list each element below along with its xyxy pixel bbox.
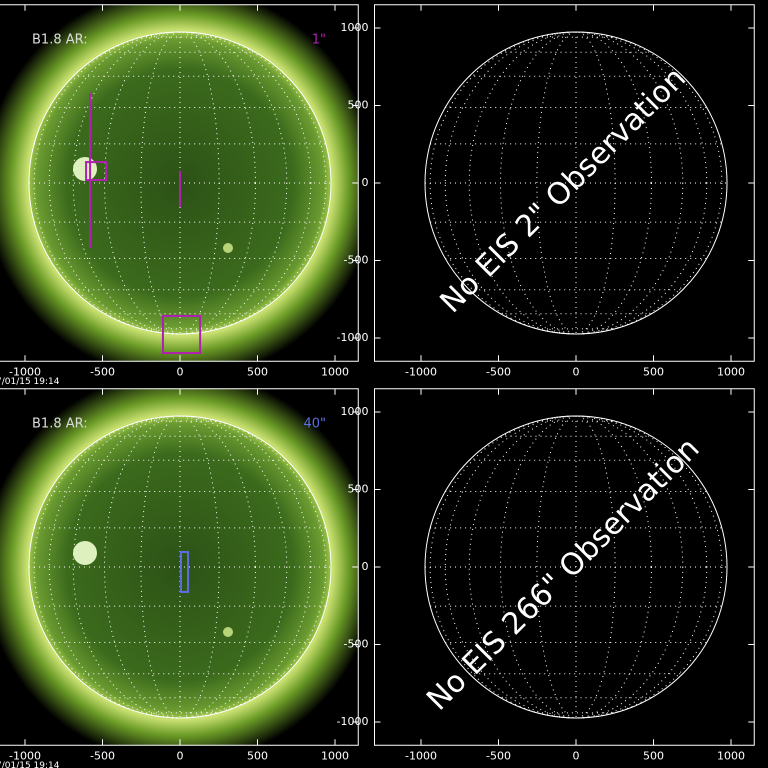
bright-point xyxy=(223,627,233,637)
y-tick-label: -500 xyxy=(344,254,369,267)
fov-box xyxy=(161,314,202,355)
meridian xyxy=(72,415,288,719)
meridian xyxy=(444,415,708,719)
meridian xyxy=(444,31,708,335)
plot-area xyxy=(424,31,728,335)
meridian xyxy=(33,31,327,335)
active-region xyxy=(73,541,97,565)
limb xyxy=(28,31,332,335)
x-tick-label: 0 xyxy=(177,749,184,762)
y-tick-label: 0 xyxy=(362,560,369,573)
y-tick-label: -1000 xyxy=(337,715,369,728)
helio-grid xyxy=(425,415,727,719)
no-observation-label: No EIS 2" Observation xyxy=(434,61,693,320)
meridian xyxy=(33,415,327,719)
y-tick-label: 500 xyxy=(348,483,369,496)
panel: -1000 -500 0 500 1000 -1000 -500 0 500 1000 No EIS… xyxy=(337,4,755,378)
panel-label: B1.8 AR: xyxy=(32,33,88,48)
active-region xyxy=(73,157,97,181)
x-tick-label: 0 xyxy=(573,365,580,378)
x-tick-label: 1000 xyxy=(321,749,349,762)
x-tick-label: 1000 xyxy=(717,749,745,762)
x-tick-label: -1000 xyxy=(405,749,437,762)
x-tick-label: -500 xyxy=(486,365,511,378)
meridian xyxy=(48,31,312,335)
x-tick-label: 500 xyxy=(643,365,664,378)
meridian xyxy=(429,31,723,335)
x-tick-label: 1000 xyxy=(717,365,745,378)
x-tick-label: 0 xyxy=(177,365,184,378)
helio-grid xyxy=(29,415,331,719)
x-tick-label: -500 xyxy=(90,365,115,378)
bright-point xyxy=(223,243,233,253)
y-tick-label: 0 xyxy=(362,176,369,189)
fov-box xyxy=(179,550,190,593)
x-tick-label: 500 xyxy=(247,365,268,378)
x-tick-label: -500 xyxy=(90,749,115,762)
panel-label: B1.8 AR: xyxy=(32,417,88,432)
x-tick-label: 500 xyxy=(247,749,268,762)
meridian xyxy=(72,31,288,335)
timestamp: 7/01/15 19:14 xyxy=(0,761,60,768)
y-tick-label: 500 xyxy=(348,99,369,112)
x-tick-label: 1000 xyxy=(321,365,349,378)
y-tick-label: 1000 xyxy=(341,405,369,418)
x-tick-label: 0 xyxy=(573,749,580,762)
timestamp: 7/01/15 19:14 xyxy=(0,377,60,387)
panel: -1000 -500 0 500 1000 -1000 -500 0 500 1000 No EIS… xyxy=(337,388,755,762)
meridian xyxy=(468,31,684,335)
limb xyxy=(28,415,332,719)
fov-box xyxy=(85,161,108,182)
x-tick-label: 500 xyxy=(643,749,664,762)
meridian xyxy=(429,415,723,719)
y-tick-label: 1000 xyxy=(341,21,369,34)
limb xyxy=(424,415,728,719)
helio-grid xyxy=(425,31,727,335)
no-observation-label: No EIS 266" Observation xyxy=(420,431,706,717)
limb xyxy=(424,31,728,335)
x-tick-label: -1000 xyxy=(9,749,41,762)
meridian xyxy=(468,415,684,719)
plot-area xyxy=(0,388,359,746)
y-tick-label: -1000 xyxy=(337,331,369,344)
y-tick-label: -500 xyxy=(344,638,369,651)
resolution-label: 40" xyxy=(303,417,326,432)
resolution-label: 1" xyxy=(312,33,326,48)
x-tick-label: -1000 xyxy=(405,365,437,378)
plot-area xyxy=(424,415,728,719)
x-tick-label: -500 xyxy=(486,749,511,762)
plot-area xyxy=(0,4,359,362)
meridian xyxy=(48,415,312,719)
x-tick-label: -1000 xyxy=(9,365,41,378)
